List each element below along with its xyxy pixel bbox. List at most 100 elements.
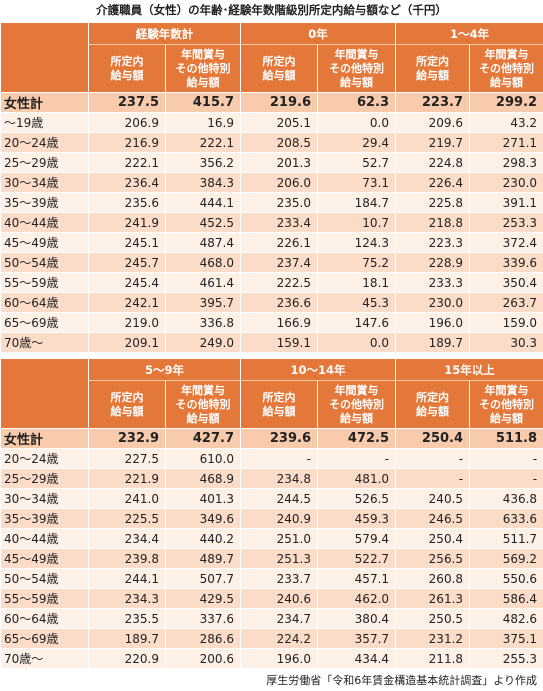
cell-value: 522.7	[317, 548, 397, 569]
column-header: 所定内 給与額	[395, 44, 471, 93]
column-header: 所定内 給与額	[88, 44, 166, 93]
cell-value: 511.8	[469, 428, 543, 449]
cell-value: 219.0	[88, 312, 166, 333]
cell-value: 246.5	[395, 508, 471, 529]
cell-value: 235.6	[88, 192, 166, 213]
group-header: 15年以上	[395, 358, 543, 381]
cell-value: 189.7	[88, 628, 166, 649]
data-row: 50～54歳 245.7 468.0 237.4 75.2 228.9 339.6	[0, 252, 543, 273]
cell-value: 260.8	[395, 568, 471, 589]
cell-value: 209.6	[395, 112, 471, 133]
data-row: 30～34歳 241.0 401.3 244.5 526.5 240.5 436.8	[0, 488, 543, 509]
tables: 経験年数計 0年 1～4年 所定内 給与額 年間賞与 その他特別 給与額 所定内 給与額 年間賞与そ…	[0, 22, 543, 669]
cell-value: 234.4	[88, 528, 166, 549]
row-label: 65～69歳	[0, 628, 89, 649]
cell-value: 271.1	[469, 132, 543, 153]
cell-value: 221.9	[88, 468, 166, 489]
cell-value: 299.2	[469, 92, 543, 113]
column-header: 年間賞与 その他特別 給与額	[164, 380, 242, 429]
cell-value: 286.6	[164, 628, 242, 649]
header-line: 年間賞与	[181, 47, 225, 61]
cell-value: 201.3	[240, 152, 318, 173]
header-line: その他特別	[329, 397, 385, 411]
corner-cell	[0, 22, 89, 93]
header-line: 所定内	[110, 54, 144, 68]
data-row: 50～54歳 244.1 507.7 233.7 457.1 260.8 550.6	[0, 568, 543, 589]
cell-value: 29.4	[316, 132, 397, 153]
cell-value: -	[469, 448, 543, 469]
cell-value: 245.7	[88, 252, 166, 273]
row-label: 50～54歳	[0, 252, 89, 273]
header-line: 所定内	[416, 54, 450, 68]
data-row: 70歳～ 220.9 200.6 196.0 434.4 211.8 255.3	[0, 648, 543, 669]
group-row: 5～9年 10～14年 15年以上	[0, 358, 543, 429]
cell-value: 200.6	[164, 648, 242, 669]
row-label: 55～59歳	[0, 588, 89, 609]
group-header: 5～9年	[87, 358, 242, 381]
row-label: 30～34歳	[0, 488, 89, 509]
cell-value: -	[317, 448, 397, 469]
cell-value: 45.3	[316, 292, 397, 313]
cell-value: 234.8	[240, 468, 319, 489]
cell-value: 261.3	[395, 588, 471, 609]
cell-value: 401.3	[164, 488, 242, 509]
cell-value: 226.4	[395, 172, 471, 193]
column-header: 所定内 給与額	[240, 380, 319, 429]
column-header: 所定内 給与額	[395, 380, 471, 429]
row-label: 20～24歳	[0, 448, 89, 469]
cell-value: 219.7	[395, 132, 471, 153]
cell-value: 468.0	[165, 252, 241, 273]
cell-value: 230.0	[469, 172, 543, 193]
cell-value: 586.4	[469, 588, 543, 609]
cell-value: 43.2	[469, 112, 543, 133]
header-line: その他特別	[479, 397, 535, 411]
cell-value: 244.5	[240, 488, 319, 509]
cell-value: 444.1	[165, 192, 241, 213]
data-row: 25～29歳 222.1 356.2 201.3 52.7 224.8 298.3	[0, 152, 543, 173]
row-label: 60～64歳	[0, 608, 89, 629]
header-line: 年間賞与	[484, 47, 529, 61]
cell-value: 184.7	[316, 192, 397, 213]
cell-value: 462.0	[317, 588, 397, 609]
cell-value: 239.8	[88, 548, 166, 569]
cell-value: 62.3	[316, 92, 397, 113]
cell-value: 124.3	[316, 232, 397, 253]
cell-value: 507.7	[164, 568, 242, 589]
cell-value: 223.3	[395, 232, 471, 253]
cell-value: 511.7	[469, 528, 543, 549]
cell-value: 375.1	[469, 628, 543, 649]
cell-value: 240.6	[240, 588, 319, 609]
cell-value: 196.0	[240, 648, 319, 669]
cell-value: 356.2	[165, 152, 241, 173]
data-row: 女性計 237.5 415.7 219.6 62.3 223.7 299.2	[0, 92, 543, 113]
data-table: 経験年数計 0年 1～4年 所定内 給与額 年間賞与 その他特別 給与額 所定内 給与額 年間賞与そ…	[0, 22, 543, 353]
cell-value: 159.1	[240, 332, 318, 353]
cell-value: 633.6	[469, 508, 543, 529]
column-header: 年間賞与 その他特別 給与額	[469, 380, 543, 429]
cell-value: 147.6	[316, 312, 397, 333]
row-label: 70歳～	[0, 648, 89, 669]
data-row: 40～44歳 234.4 440.2 251.0 579.4 250.4 511.7	[0, 528, 543, 549]
cell-value: 206.9	[88, 112, 166, 133]
header-line: 給与額	[186, 75, 220, 89]
cell-value: 242.1	[88, 292, 166, 313]
data-row: 70歳～ 209.1 249.0 159.1 0.0 189.7 30.3	[0, 332, 543, 353]
cell-value: 526.5	[317, 488, 397, 509]
header-line: 給与額	[262, 404, 296, 418]
cell-value: 256.5	[395, 548, 471, 569]
cell-value: 222.5	[240, 272, 318, 293]
column-header: 年間賞与 その他特別 給与額	[317, 380, 397, 429]
cell-value: 245.4	[88, 272, 166, 293]
data-row: 55～59歳 245.4 461.4 222.5 18.1 233.3 350.4	[0, 272, 543, 293]
cell-value: 230.0	[395, 292, 471, 313]
header-line: 給与額	[262, 68, 296, 82]
cell-value: 226.1	[240, 232, 318, 253]
cell-value: 234.3	[88, 588, 166, 609]
cell-value: 468.9	[164, 468, 242, 489]
row-label: 60～64歳	[0, 292, 89, 313]
cell-value: 239.6	[240, 428, 319, 449]
subheader-row: 所定内 給与額 年間賞与 その他特別 給与額 所定内 給与額 年間賞与 その他特別 給与額 所定内給…	[1, 44, 543, 93]
cell-value: 244.1	[88, 568, 166, 589]
cell-value: 452.5	[165, 212, 241, 233]
cell-value: 211.8	[395, 648, 471, 669]
